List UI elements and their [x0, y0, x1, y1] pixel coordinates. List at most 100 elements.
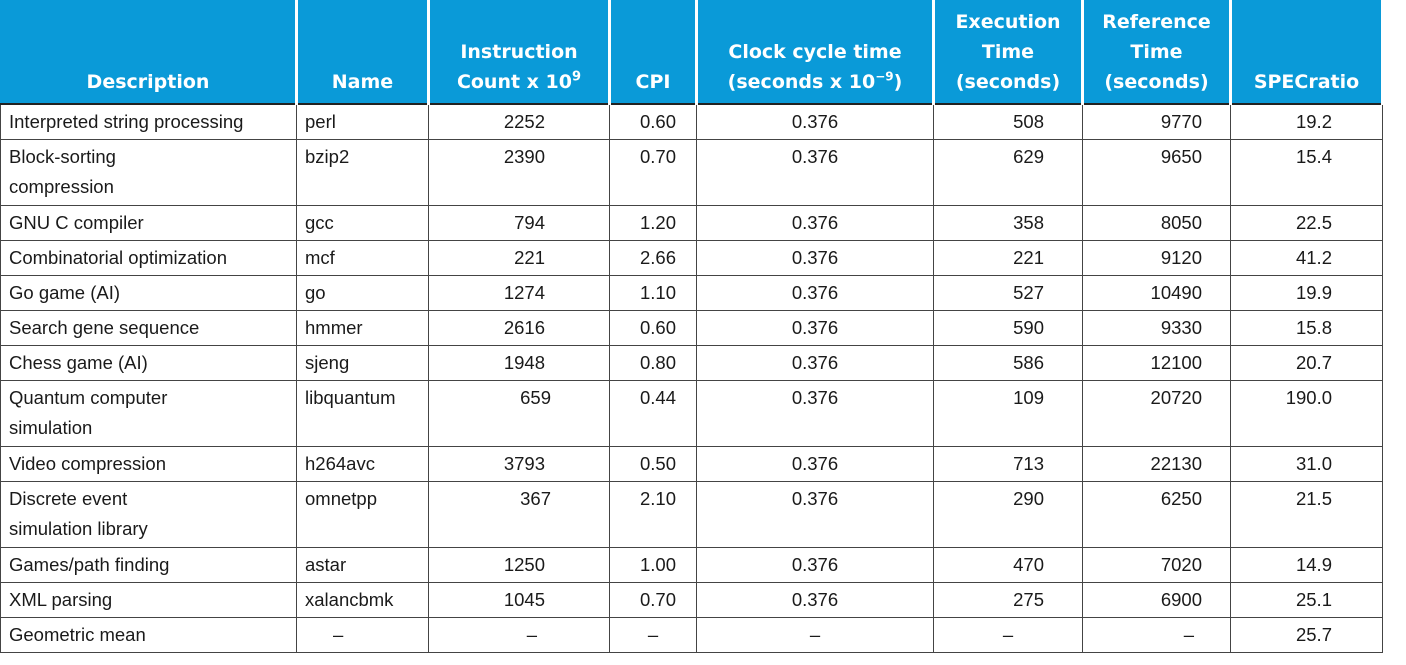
cell-reference-time: 8050	[1082, 204, 1231, 241]
cell-cpi: 0.70	[609, 581, 697, 618]
cell-description: GNU C compiler	[0, 204, 297, 241]
header-clock-line2-pre: (seconds x 10	[727, 71, 876, 93]
header-instruction-count-exponent: 9	[572, 69, 582, 85]
header-reference-time: Reference Time (seconds)	[1081, 0, 1232, 104]
header-clock-cycle-time: Clock cycle time (seconds x 10−9)	[695, 0, 935, 104]
cell-specratio: 25.7	[1230, 616, 1383, 653]
table-row: Discrete event simulation library omnetp…	[0, 480, 1383, 548]
cell-clock-cycle-time: –	[696, 616, 934, 653]
cell-instruction-count: 221	[428, 239, 610, 276]
cell-cpi: 2.66	[609, 239, 697, 276]
cell-specratio: 41.2	[1230, 239, 1383, 276]
cell-reference-time: 9770	[1082, 103, 1231, 140]
cell-reference-time: 20720	[1082, 379, 1231, 447]
cell-cpi: 1.00	[609, 546, 697, 583]
header-clock-line2-post: )	[893, 71, 903, 93]
cell-specratio: 19.9	[1230, 274, 1383, 311]
cell-cpi: 1.10	[609, 274, 697, 311]
table-row: Video compression h264avc 3793 0.50 0.37…	[0, 445, 1383, 482]
cell-specratio: 15.4	[1230, 138, 1383, 206]
cell-clock-cycle-time: 0.376	[696, 204, 934, 241]
header-exec-line2: Time	[981, 41, 1035, 63]
cell-instruction-count: 3793	[428, 445, 610, 482]
cell-execution-time: 629	[933, 138, 1083, 206]
table-row: Search gene sequence hmmer 2616 0.60 0.3…	[0, 309, 1383, 346]
cell-execution-time: 527	[933, 274, 1083, 311]
header-instruction-count: Instruction Count x 109	[427, 0, 611, 104]
cell-cpi: 0.70	[609, 138, 697, 206]
cell-clock-cycle-time: 0.376	[696, 445, 934, 482]
cell-name: hmmer	[296, 309, 429, 346]
cell-cpi: –	[609, 616, 697, 653]
cell-execution-time: 275	[933, 581, 1083, 618]
cell-instruction-count: 2252	[428, 103, 610, 140]
table-row: XML parsing xalancbmk 1045 0.70 0.376 27…	[0, 581, 1383, 618]
cell-description: XML parsing	[0, 581, 297, 618]
cell-instruction-count: 794	[428, 204, 610, 241]
cell-instruction-count: 1948	[428, 344, 610, 381]
cell-name: go	[296, 274, 429, 311]
cell-instruction-count: 2616	[428, 309, 610, 346]
header-row: Description Name Instruction Count x 109…	[0, 0, 1384, 104]
table-row: Quantum computer simulation libquantum 6…	[0, 379, 1383, 447]
cell-reference-time: 12100	[1082, 344, 1231, 381]
cell-name: sjeng	[296, 344, 429, 381]
cell-name: mcf	[296, 239, 429, 276]
cell-name: –	[296, 616, 429, 653]
header-instruction-count-line1: Instruction	[460, 41, 578, 63]
cell-description: Discrete event simulation library	[0, 480, 297, 548]
cell-reference-time: 10490	[1082, 274, 1231, 311]
cell-description: Go game (AI)	[0, 274, 297, 311]
cell-description: Search gene sequence	[0, 309, 297, 346]
cell-execution-time: 221	[933, 239, 1083, 276]
header-execution-time: Execution Time (seconds)	[932, 0, 1084, 104]
cell-instruction-count: 367	[428, 480, 610, 548]
cell-clock-cycle-time: 0.376	[696, 480, 934, 548]
cell-execution-time: 586	[933, 344, 1083, 381]
cell-description: Combinatorial optimization	[0, 239, 297, 276]
cell-description: Geometric mean	[0, 616, 297, 653]
cell-instruction-count: 1274	[428, 274, 610, 311]
header-instruction-count-line2: Count x 10	[456, 71, 572, 93]
cell-specratio: 190.0	[1230, 379, 1383, 447]
cell-clock-cycle-time: 0.376	[696, 379, 934, 447]
table-row: Games/path finding astar 1250 1.00 0.376…	[0, 546, 1383, 583]
table-row: Combinatorial optimization mcf 221 2.66 …	[0, 239, 1383, 276]
table-body: Interpreted string processing perl 2252 …	[0, 103, 1383, 653]
description-text: Quantum computer simulation	[9, 386, 168, 438]
cell-instruction-count: 1045	[428, 581, 610, 618]
cell-name: perl	[296, 103, 429, 140]
header-cpi: CPI	[608, 0, 698, 104]
cell-name: gcc	[296, 204, 429, 241]
header-clock-line1: Clock cycle time	[728, 41, 902, 63]
cell-reference-time: 9330	[1082, 309, 1231, 346]
cell-specratio: 25.1	[1230, 581, 1383, 618]
description-text: Discrete event simulation library	[9, 487, 148, 539]
cell-specratio: 19.2	[1230, 103, 1383, 140]
cell-name: xalancbmk	[296, 581, 429, 618]
cell-clock-cycle-time: 0.376	[696, 138, 934, 206]
cell-specratio: 14.9	[1230, 546, 1383, 583]
table-row: Go game (AI) go 1274 1.10 0.376 527 1049…	[0, 274, 1383, 311]
cell-instruction-count: –	[428, 616, 610, 653]
cell-clock-cycle-time: 0.376	[696, 239, 934, 276]
table-row: Interpreted string processing perl 2252 …	[0, 103, 1383, 140]
cell-cpi: 2.10	[609, 480, 697, 548]
header-description: Description	[0, 0, 298, 104]
header-description-text: Description	[86, 71, 210, 93]
header-clock-exponent: −9	[875, 69, 894, 84]
table-row: GNU C compiler gcc 794 1.20 0.376 358 80…	[0, 204, 1383, 241]
cell-name: h264avc	[296, 445, 429, 482]
cell-name: libquantum	[296, 379, 429, 447]
cell-reference-time: 6250	[1082, 480, 1231, 548]
cell-reference-time: 6900	[1082, 581, 1231, 618]
cell-cpi: 0.44	[609, 379, 697, 447]
cell-clock-cycle-time: 0.376	[696, 309, 934, 346]
cell-cpi: 0.80	[609, 344, 697, 381]
table-header: Description Name Instruction Count x 109…	[0, 0, 1384, 104]
cell-execution-time: 470	[933, 546, 1083, 583]
cell-clock-cycle-time: 0.376	[696, 103, 934, 140]
cell-execution-time: –	[933, 616, 1083, 653]
cell-reference-time: 9650	[1082, 138, 1231, 206]
cell-execution-time: 508	[933, 103, 1083, 140]
